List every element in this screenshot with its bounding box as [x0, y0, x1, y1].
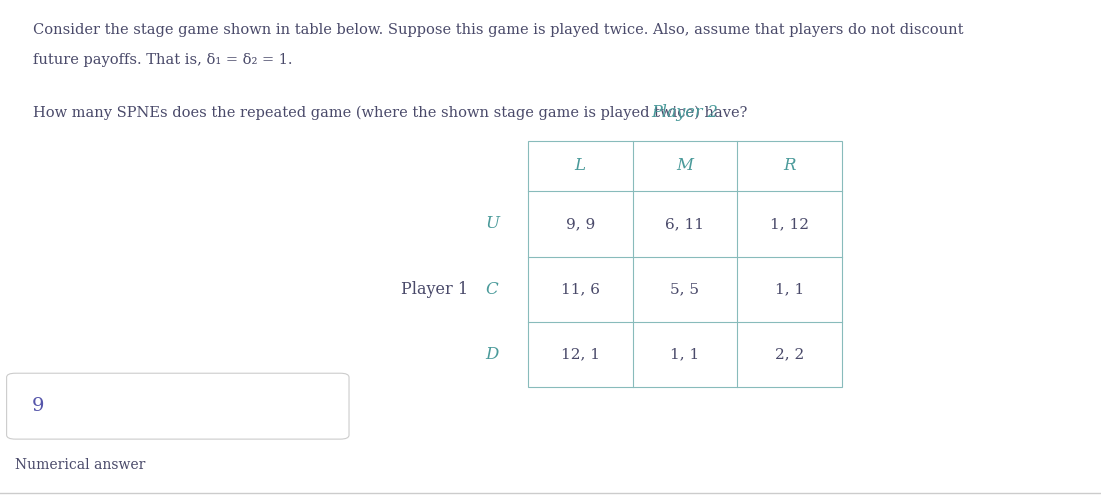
Text: Consider the stage game shown in table below. Suppose this game is played twice.: Consider the stage game shown in table b… [33, 23, 963, 37]
Text: D: D [486, 346, 499, 363]
Text: 5, 5: 5, 5 [671, 282, 699, 296]
Text: 2, 2: 2, 2 [775, 348, 804, 362]
Text: 12, 1: 12, 1 [560, 348, 600, 362]
Text: 1, 1: 1, 1 [671, 348, 699, 362]
Text: 1, 1: 1, 1 [775, 282, 804, 296]
Text: How many SPNEs does the repeated game (where the shown stage game is played twic: How many SPNEs does the repeated game (w… [33, 106, 748, 120]
Text: 1, 12: 1, 12 [770, 217, 809, 231]
Text: C: C [486, 281, 499, 298]
Text: 9: 9 [32, 397, 44, 415]
Text: future payoffs. That is, δ₁ = δ₂ = 1.: future payoffs. That is, δ₁ = δ₂ = 1. [33, 53, 293, 67]
Text: U: U [486, 215, 499, 232]
Text: Player 2: Player 2 [652, 104, 718, 121]
Text: M: M [676, 157, 694, 175]
Text: 11, 6: 11, 6 [560, 282, 600, 296]
Text: L: L [575, 157, 586, 175]
Text: R: R [783, 157, 796, 175]
Text: Player 1: Player 1 [401, 281, 468, 298]
Text: 6, 11: 6, 11 [665, 217, 705, 231]
Bar [527, 141, 841, 387]
Text: 9, 9: 9, 9 [566, 217, 595, 231]
Text: Numerical answer: Numerical answer [15, 458, 145, 472]
FancyBboxPatch shape [7, 373, 349, 439]
